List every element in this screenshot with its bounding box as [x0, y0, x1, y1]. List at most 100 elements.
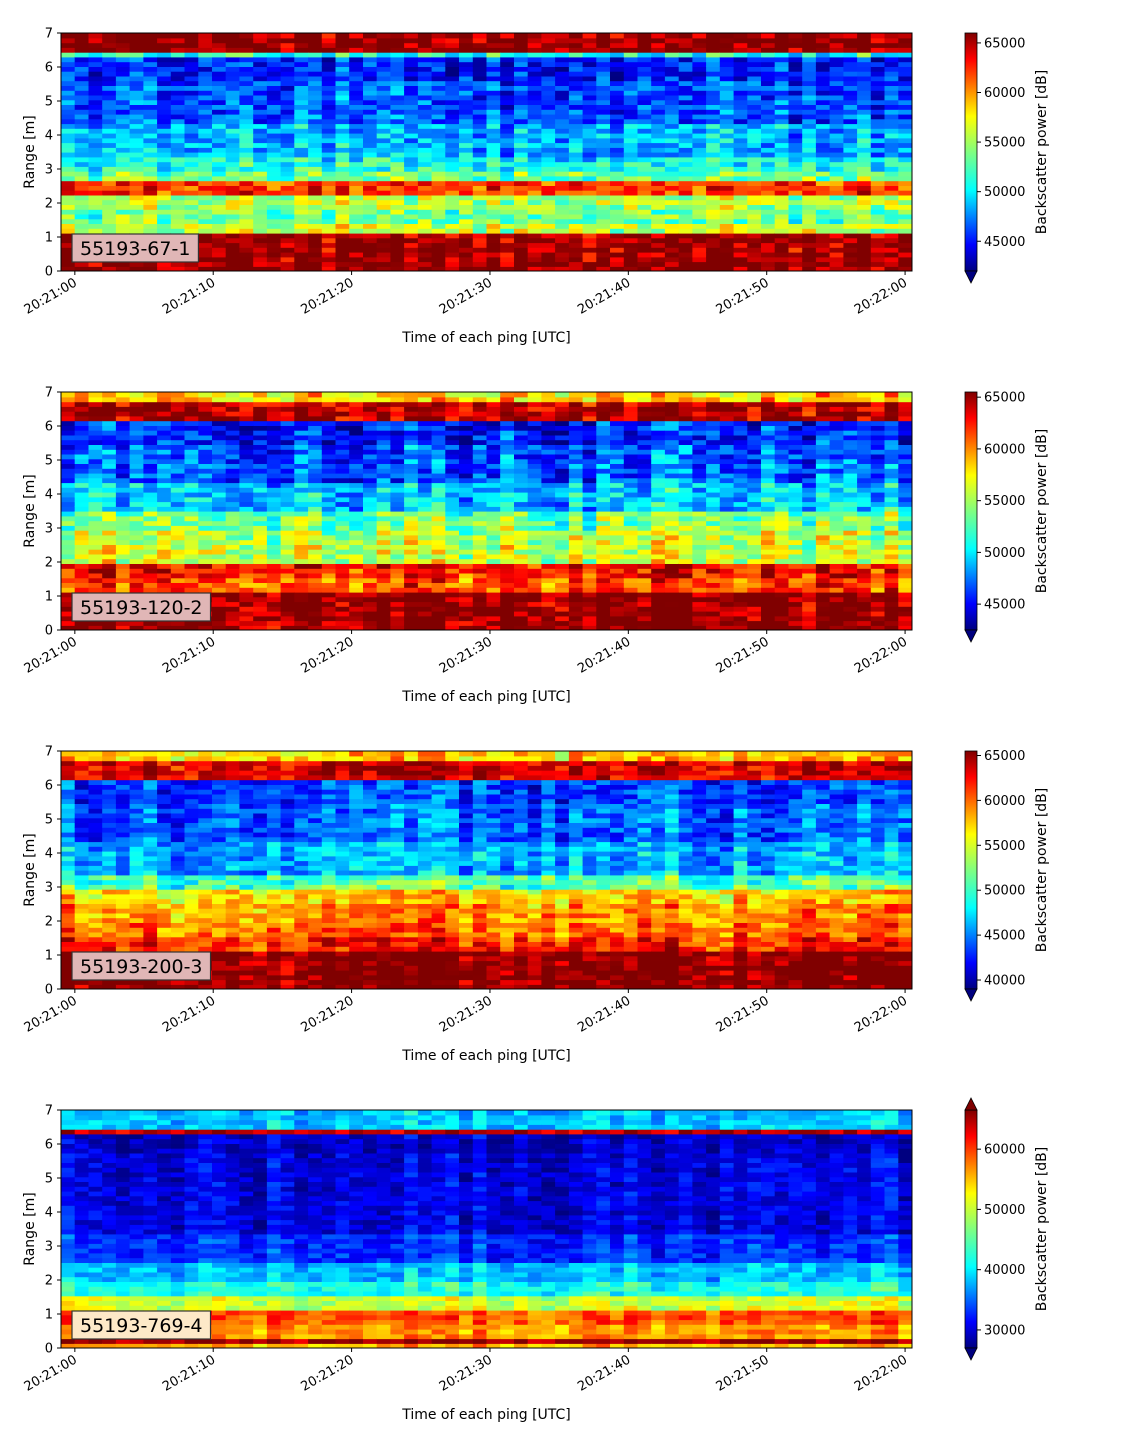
heatmap-cell — [445, 133, 459, 138]
heatmap-cell — [308, 171, 322, 176]
heatmap-cell — [294, 430, 308, 435]
heatmap-cell — [802, 176, 816, 181]
heatmap-cell — [171, 449, 185, 454]
heatmap-cell — [514, 228, 528, 233]
heatmap-cell — [116, 81, 130, 86]
heatmap-cell — [185, 104, 199, 109]
heatmap-cell — [363, 497, 377, 502]
heatmap-cell — [638, 52, 652, 57]
heatmap-cell — [185, 497, 199, 502]
heatmap-cell — [734, 223, 748, 228]
heatmap-cell — [322, 578, 336, 583]
heatmap-cell — [404, 57, 418, 62]
heatmap-cell — [816, 242, 830, 247]
heatmap-cell — [390, 90, 404, 95]
heatmap-cell — [336, 530, 350, 535]
heatmap-cell — [445, 195, 459, 200]
heatmap-cell — [747, 138, 761, 143]
heatmap-cell — [418, 473, 432, 478]
heatmap-cell — [171, 430, 185, 435]
heatmap-cell — [638, 176, 652, 181]
heatmap-cell — [349, 152, 363, 157]
heatmap-cell — [747, 85, 761, 90]
heatmap-cell — [61, 204, 75, 209]
heatmap-cell — [75, 444, 89, 449]
heatmap-cell — [294, 123, 308, 128]
heatmap-cell — [267, 190, 281, 195]
heatmap-cell — [185, 425, 199, 430]
heatmap-cell — [651, 238, 665, 243]
heatmap-cell — [692, 209, 706, 214]
heatmap-cell — [871, 47, 885, 52]
heatmap-cell — [816, 228, 830, 233]
heatmap-cell — [239, 482, 253, 487]
heatmap-cell — [322, 138, 336, 143]
heatmap-cell — [692, 81, 706, 86]
heatmap-cell — [116, 209, 130, 214]
heatmap-cell — [322, 478, 336, 483]
heatmap-cell — [418, 257, 432, 262]
heatmap-cell — [761, 123, 775, 128]
heatmap-cell — [596, 214, 610, 219]
heatmap-cell — [267, 421, 281, 426]
heatmap-cell — [843, 204, 857, 209]
heatmap-cell — [528, 119, 542, 124]
heatmap-cell — [541, 573, 555, 578]
heatmap-cell — [239, 492, 253, 497]
heatmap-cell — [349, 597, 363, 602]
heatmap-cell — [294, 47, 308, 52]
heatmap-cell — [281, 185, 295, 190]
heatmap-cell — [212, 435, 226, 440]
heatmap-cell — [308, 511, 322, 516]
heatmap-cell — [487, 587, 501, 592]
heatmap-cell — [143, 397, 157, 402]
heatmap-cell — [349, 497, 363, 502]
heatmap-cell — [802, 114, 816, 119]
heatmap-cell — [404, 444, 418, 449]
heatmap-cell — [514, 209, 528, 214]
heatmap-cell — [651, 200, 665, 205]
heatmap-cell — [130, 81, 144, 86]
heatmap-cell — [514, 611, 528, 616]
heatmap-cell — [253, 606, 267, 611]
heatmap-cell — [624, 33, 638, 38]
heatmap-cell — [816, 257, 830, 262]
heatmap-cell — [500, 242, 514, 247]
heatmap-cell — [487, 114, 501, 119]
heatmap-cell — [432, 209, 446, 214]
heatmap-cell — [185, 52, 199, 57]
heatmap-cell — [555, 52, 569, 57]
heatmap-cell — [377, 95, 391, 100]
heatmap-cell — [720, 247, 734, 252]
heatmap-cell — [75, 482, 89, 487]
heatmap-cell — [638, 190, 652, 195]
heatmap-cell — [514, 402, 528, 407]
heatmap-cell — [761, 81, 775, 86]
heatmap-cell — [390, 511, 404, 516]
heatmap-cell — [679, 100, 693, 105]
heatmap-cell — [898, 38, 912, 43]
heatmap-cell — [61, 219, 75, 224]
heatmap-cell — [473, 611, 487, 616]
heatmap-cell — [363, 100, 377, 105]
heatmap-cell — [432, 114, 446, 119]
heatmap-cell — [75, 563, 89, 568]
heatmap-cell — [171, 459, 185, 464]
heatmap-cell — [569, 204, 583, 209]
heatmap-cell — [679, 104, 693, 109]
heatmap-cell — [130, 530, 144, 535]
heatmap-cell — [377, 397, 391, 402]
heatmap-cell — [349, 85, 363, 90]
heatmap-cell — [432, 487, 446, 492]
heatmap-cell — [308, 492, 322, 497]
heatmap-cell — [198, 582, 212, 587]
heatmap-cell — [418, 95, 432, 100]
heatmap-cell — [638, 262, 652, 267]
heatmap-cell — [267, 238, 281, 243]
heatmap-cell — [473, 616, 487, 621]
heatmap-cell — [336, 516, 350, 521]
heatmap-cell — [336, 157, 350, 162]
heatmap-cell — [487, 573, 501, 578]
heatmap-cell — [212, 549, 226, 554]
heatmap-cell — [885, 71, 899, 76]
